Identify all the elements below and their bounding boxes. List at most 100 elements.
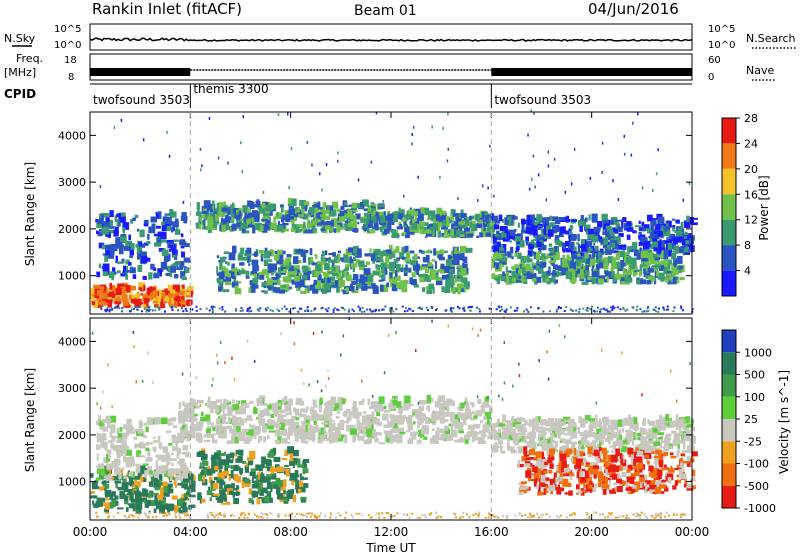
echo-cell [683,235,687,239]
echo-cell [462,307,464,310]
echo-cell [258,416,262,424]
echo-cell [488,307,491,310]
echo-cell [625,429,631,433]
echo-cell [521,218,526,225]
echo-cell [181,212,187,218]
echo-cell [112,267,116,273]
echo-cell [149,470,154,475]
echo-cell [280,214,284,222]
echo-cell [652,265,657,269]
echo-cell [321,278,325,283]
echo-cell [248,488,252,495]
echo-cell [108,229,115,234]
echo-cell [310,426,316,434]
echo-cell [93,288,100,295]
echo-cell [542,220,545,226]
echo-cell [412,211,419,216]
echo-cell [391,212,396,218]
echo-cell [226,484,231,492]
echo-cell [571,278,576,285]
echo-cell [176,267,184,271]
echo-cell [90,491,95,494]
echo-cell [390,306,393,309]
echo-cell [659,414,662,422]
echo-cell [647,262,650,266]
echo-cell [230,209,238,218]
echo-cell [626,440,630,445]
echo-cell [619,308,622,311]
echo-cell [107,232,111,238]
echo-cell [248,307,251,310]
echo-cell [153,273,160,279]
echo-cell [366,308,369,311]
echo-cell [431,428,435,432]
echo-cell [691,308,694,311]
echo-cell [98,214,102,218]
echo-cell [559,226,566,234]
echo-cell [129,456,135,463]
echo-cell [302,471,306,475]
echo-cell [332,284,336,287]
echo-cell [267,278,273,286]
echo-cell [426,406,430,411]
echo-cell [629,438,634,443]
echo-cell [371,254,376,262]
echo-cell [278,212,283,217]
echo-cell [160,231,167,240]
echo-cell [169,458,177,462]
echo-cell [119,427,123,432]
echo-cell [675,230,682,238]
echo-cell [564,230,570,235]
echo-cell [281,253,284,262]
echo-cell [139,305,142,308]
echo-cell [240,247,245,255]
echo-cell [258,435,263,441]
echo-cell [399,252,405,259]
echo-cell [278,309,281,312]
echo-cell [611,306,614,309]
echo-cell [155,297,161,305]
echo-cell [449,398,453,406]
colorbar-tick-label: 12 [744,214,758,227]
echo-cell [160,503,168,506]
echo-cell [256,308,259,311]
echo-cell [157,454,165,461]
echo-cell [591,265,595,272]
echo-cell [585,224,591,229]
echo-cell [215,428,218,431]
echo-cell [111,435,116,442]
noise-panel: N.Sky 10^5 10^0 10^5 10^0 N.Search [4,23,796,51]
echo-cell [344,213,348,217]
echo-cell [320,228,327,231]
echo-cell [571,251,577,255]
echo-cell [358,400,364,405]
echo-cell [90,290,98,298]
echo-cell [276,466,284,473]
echo-cell [338,280,346,288]
echo-cell [142,304,147,307]
echo-cell [246,415,252,421]
echo-cell [400,267,403,273]
echo-cell [446,216,450,221]
echo-cell [629,424,636,430]
echo-cell [433,219,437,226]
echo-cell [224,282,232,286]
echo-cell [190,419,194,428]
echo-cell [247,212,255,218]
echo-cell [450,429,458,438]
echo-cell [549,222,557,225]
echo-cell [625,282,631,285]
echo-cell [206,490,213,496]
echo-cell [655,437,660,443]
echo-cell [199,462,202,466]
echo-cell [574,427,580,431]
echo-cell [391,425,399,434]
echo-cell [585,309,588,312]
freq-label-2: [MHz] [4,66,36,79]
echo-cell [484,396,489,403]
echo-cell [412,256,415,260]
echo-cell [554,440,558,448]
echo-cell [457,413,461,418]
date-title: 04/Jun/2016 [588,0,679,18]
